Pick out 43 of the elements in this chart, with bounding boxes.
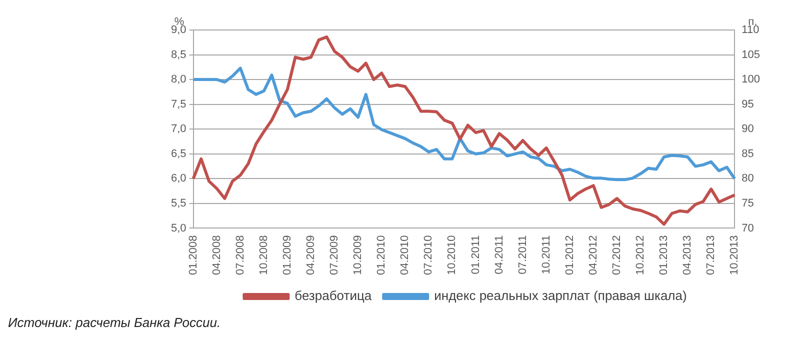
y-tick-label: 5,0 xyxy=(170,222,186,234)
x-tick-label: 04.2009 xyxy=(305,235,318,276)
x-tick-label: 04.2010 xyxy=(399,235,412,276)
x-tick-label: 01.2013 xyxy=(658,235,670,276)
y2-tick-label: 105 xyxy=(742,48,760,61)
x-tick-label: 04.2012 xyxy=(587,235,600,276)
legend-label: индекс реальных зарплат (правая шкала) xyxy=(434,288,687,304)
y2-tick-label: 100 xyxy=(742,74,760,86)
y2-tick-label: 75 xyxy=(742,197,754,210)
x-tick-label: 01.2011 xyxy=(470,235,482,274)
x-tick-label: 01.2009 xyxy=(281,235,294,276)
y-tick-label: 7,0 xyxy=(170,123,186,136)
x-tick-label: 04.2008 xyxy=(210,235,223,276)
y-tick-label: 8,0 xyxy=(170,74,186,86)
x-tick-label: 01.2008 xyxy=(187,235,200,276)
y2-tick-label: 95 xyxy=(742,98,754,110)
x-tick-label: 10.2011 xyxy=(540,235,552,274)
x-tick-label: 01.2012 xyxy=(564,235,576,276)
x-tick-label: 10.2012 xyxy=(634,235,647,276)
y-tick-label: 6,5 xyxy=(170,148,186,160)
y-tick-label: 6,0 xyxy=(170,172,186,185)
x-tick-label: 01.2010 xyxy=(376,235,388,276)
text: Источник: расчеты Банка России. xyxy=(8,315,222,330)
y-tick-label: 5,5 xyxy=(170,197,186,210)
y-tick-label: 7,5 xyxy=(170,98,186,110)
x-tick-label: 10.2010 xyxy=(446,235,458,276)
x-tick-label: 10.2013 xyxy=(728,235,741,276)
y2-tick-label: 90 xyxy=(742,123,754,136)
y2-tick-label: 80 xyxy=(742,172,754,185)
x-tick-label: 10.2008 xyxy=(258,235,270,276)
x-tick-label: 10.2009 xyxy=(352,235,364,276)
y2-tick-label: 70 xyxy=(742,222,754,234)
x-tick-label: 04.2013 xyxy=(682,235,694,276)
x-tick-label: 07.2013 xyxy=(705,235,718,276)
x-tick-label: 07.2011 xyxy=(516,235,529,274)
x-tick-label: 07.2010 xyxy=(422,235,435,276)
x-tick-label: 07.2009 xyxy=(328,235,341,276)
x-tick-label: 04.2011 xyxy=(493,235,506,274)
x-tick-label: 07.2008 xyxy=(234,235,246,276)
x-tick-label: 07.2012 xyxy=(610,235,623,276)
y-tick-label: 8,5 xyxy=(170,48,186,61)
y2-tick-label: 85 xyxy=(742,148,754,160)
legend-label: безработица xyxy=(294,288,372,304)
